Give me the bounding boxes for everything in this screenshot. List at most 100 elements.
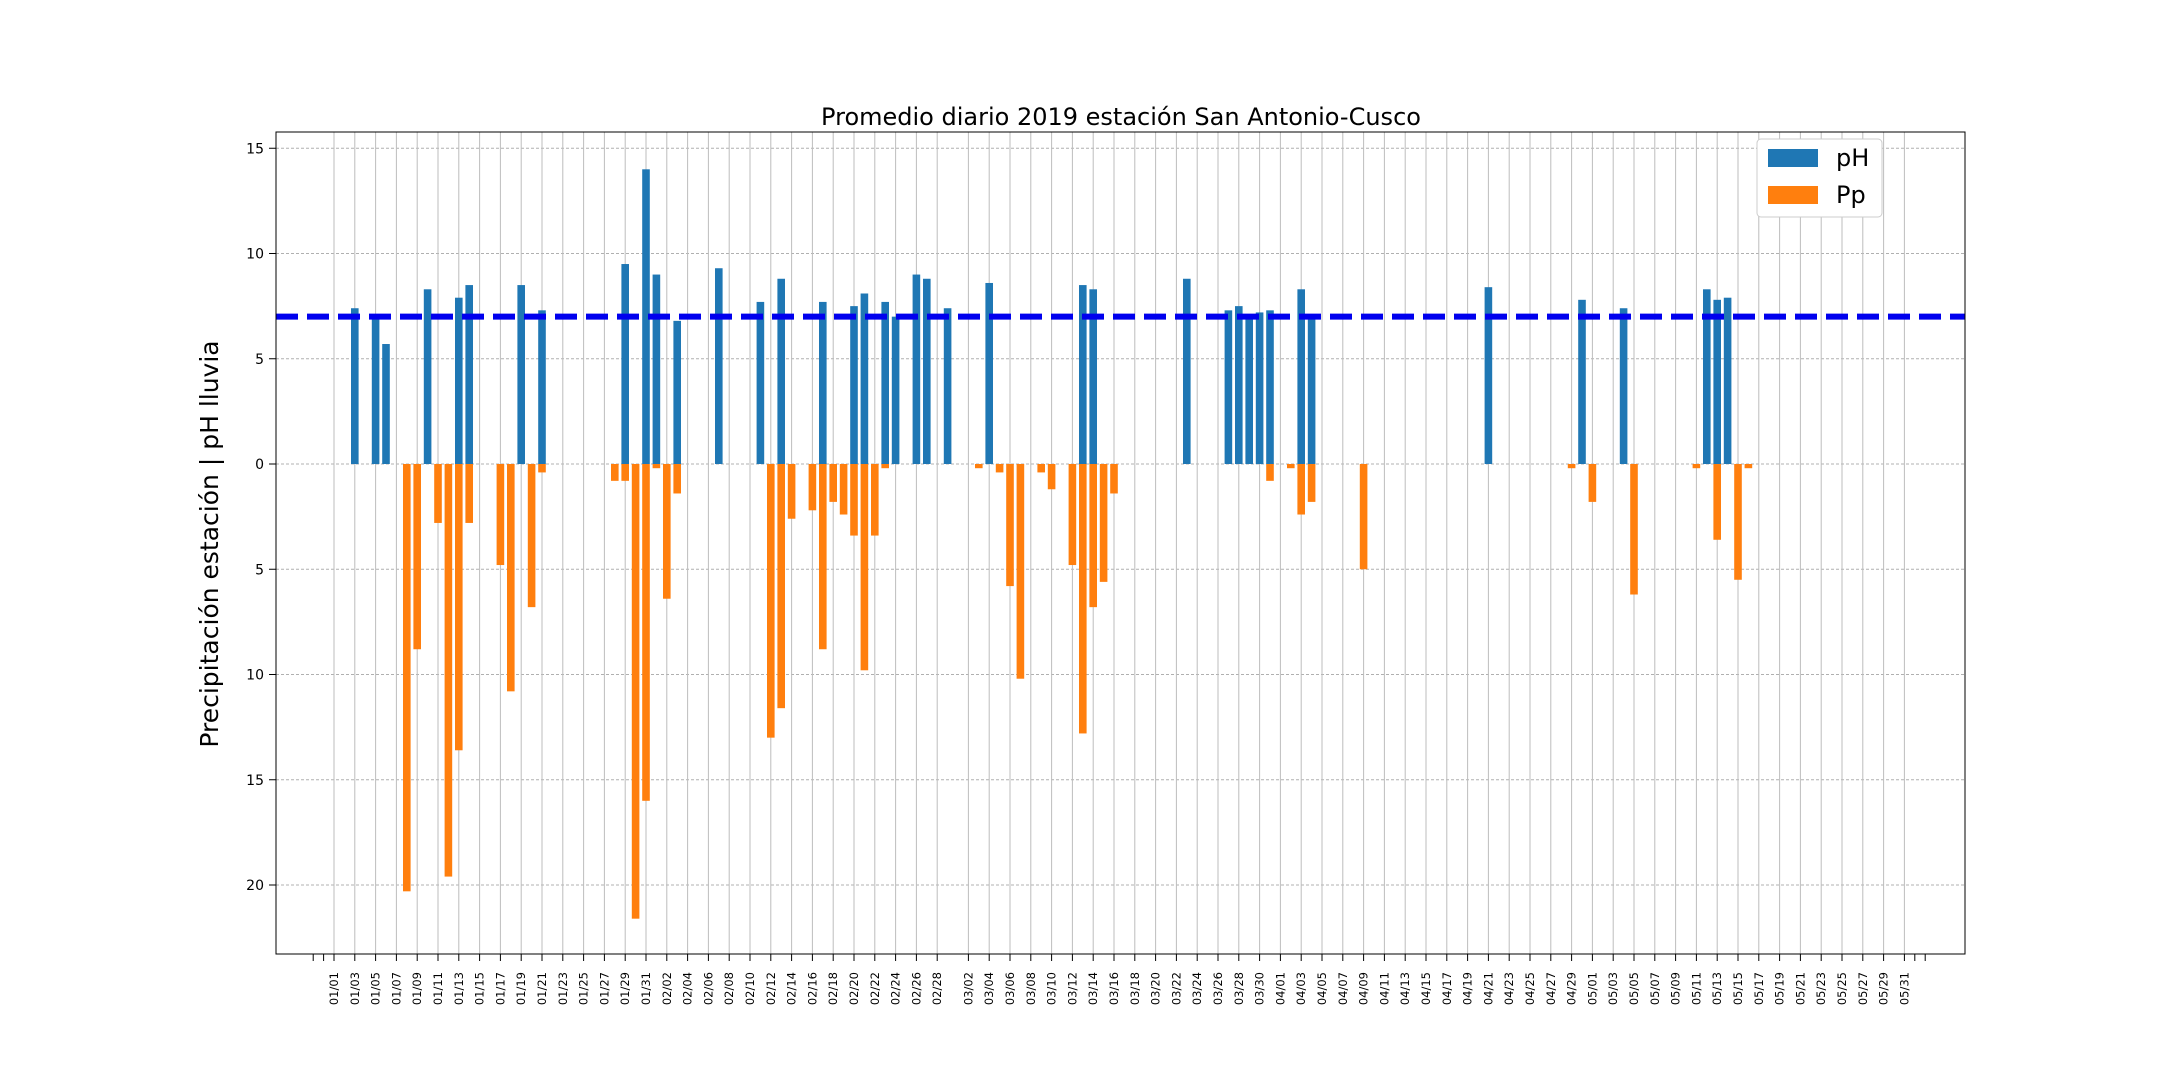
bar-pp: [1079, 464, 1087, 734]
bar-pp: [839, 464, 848, 515]
y-tick-label: 15: [246, 141, 264, 157]
bar-pp: [1307, 464, 1316, 502]
x-tick-label: 04/23: [1502, 972, 1516, 1005]
x-tick-label: 03/12: [1065, 972, 1079, 1005]
y-tick-label: 15: [246, 773, 264, 789]
x-tick-label: 03/30: [1253, 972, 1267, 1005]
bar-pp: [611, 464, 619, 481]
bar-ph: [912, 274, 921, 464]
bar-pp: [1037, 464, 1045, 473]
x-tick-label: 05/07: [1648, 972, 1662, 1005]
bar-pp: [621, 464, 629, 481]
bar-ph: [819, 301, 827, 464]
bar-ph: [756, 301, 765, 464]
y-axis-label: Precipitación estación | pH lluvia: [195, 340, 224, 747]
x-tick-label: 02/06: [701, 972, 715, 1005]
bar-pp: [1567, 464, 1576, 469]
x-tick-label: 02/24: [889, 972, 903, 1005]
bar-ph: [1183, 278, 1191, 464]
x-tick-label: 01/29: [618, 972, 632, 1005]
x-tick-label: 02/26: [909, 972, 923, 1005]
x-tick-label: 04/21: [1481, 972, 1495, 1005]
bar-ph: [891, 316, 900, 464]
y-tick-label: 20: [246, 878, 264, 894]
x-tick-label: 02/22: [868, 972, 882, 1005]
bar-pp: [1630, 464, 1638, 595]
bar-ph: [538, 310, 546, 464]
x-tick-label: 02/02: [660, 972, 674, 1005]
bar-ph: [371, 316, 380, 464]
bar-pp: [860, 464, 869, 671]
bar-ph: [1484, 287, 1493, 464]
x-tick-label: 02/28: [930, 972, 944, 1005]
x-tick-label: 05/05: [1627, 972, 1641, 1005]
x-tick-label: 05/21: [1793, 972, 1807, 1005]
x-tick-label: 04/27: [1544, 972, 1558, 1005]
bar-ph: [382, 344, 390, 464]
bar-ph: [652, 274, 661, 464]
x-tick-label: 05/11: [1689, 972, 1703, 1005]
bar-pp: [1047, 464, 1056, 490]
x-tick-label: 01/25: [577, 972, 591, 1005]
x-tick-label: 05/13: [1710, 972, 1724, 1005]
bar-pp: [403, 464, 411, 892]
bar-ph: [1619, 308, 1628, 464]
x-tick-label: 02/08: [722, 972, 736, 1005]
bar-pp: [496, 464, 505, 566]
x-tick-label: 05/03: [1606, 972, 1620, 1005]
bars: [351, 169, 1753, 919]
bar-pp: [829, 464, 837, 502]
x-tick-label: 01/27: [597, 972, 611, 1005]
bar-ph: [1089, 289, 1097, 464]
bar-pp: [527, 464, 536, 608]
x-tick-label: 01/01: [327, 972, 341, 1005]
bar-pp: [975, 464, 983, 469]
legend-label-pp: Pp: [1836, 181, 1866, 209]
bar-pp: [444, 464, 453, 877]
x-tick-label: 02/18: [826, 972, 840, 1005]
x-tick-label: 05/19: [1773, 972, 1787, 1005]
x-axis: 01/01 01/03 01/05 01/07 01/09 01/11 01/13 01/15…: [312, 954, 1926, 1005]
bar-ph: [1713, 299, 1721, 464]
x-tick-label: 02/04: [681, 972, 695, 1005]
bar-pp: [631, 464, 640, 919]
bar-ph: [850, 306, 858, 464]
x-tick-label: 04/29: [1565, 972, 1579, 1005]
x-tick-label: 01/15: [473, 972, 487, 1005]
bar-ph: [423, 289, 432, 464]
x-tick-label: 01/05: [369, 972, 383, 1005]
x-tick-label: 03/22: [1169, 972, 1183, 1005]
x-tick-label: 02/12: [764, 972, 778, 1005]
x-tick-label: 04/01: [1273, 972, 1287, 1005]
y-tick-label: 10: [246, 668, 264, 684]
x-tick-label: 05/29: [1877, 972, 1891, 1005]
x-tick-label: 02/16: [805, 972, 819, 1005]
bar-ph: [985, 282, 993, 464]
y-tick-label: 5: [255, 562, 264, 578]
bar-ph: [1266, 310, 1274, 464]
x-tick-label: 03/18: [1128, 972, 1142, 1005]
bar-pp: [1692, 464, 1701, 469]
x-tick-label: 05/31: [1897, 972, 1911, 1005]
bar-ph: [351, 308, 359, 464]
bar-pp: [995, 464, 1004, 473]
bar-pp: [1016, 464, 1025, 679]
bar-pp: [673, 464, 681, 494]
bar-ph: [1578, 299, 1586, 464]
bar-pp: [850, 464, 858, 536]
x-tick-label: 01/17: [493, 972, 507, 1005]
bar-pp: [1588, 464, 1597, 502]
bar-ph: [1079, 285, 1087, 464]
bar-pp: [434, 464, 442, 523]
x-tick-label: 01/07: [389, 972, 403, 1005]
bar-pp: [642, 464, 650, 801]
bar-ph: [1703, 289, 1711, 464]
bar-ph: [1235, 306, 1243, 464]
bar-ph: [1297, 289, 1305, 464]
bar-pp: [1287, 464, 1295, 469]
bar-pp: [663, 464, 671, 599]
x-tick-label: 01/13: [452, 972, 466, 1005]
bar-pp: [507, 464, 515, 692]
bar-ph: [881, 301, 889, 464]
